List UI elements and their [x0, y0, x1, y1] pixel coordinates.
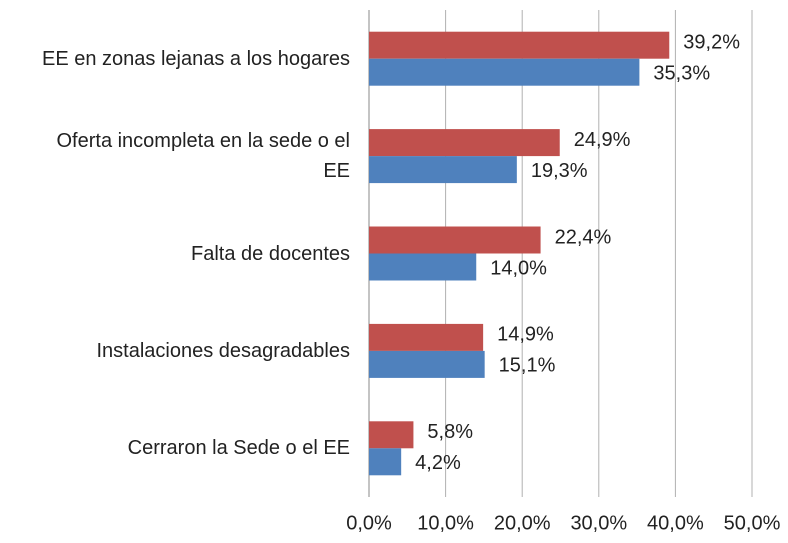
y-tick-label: Oferta incompleta en la sede o el EE	[56, 130, 350, 183]
y-tick-label: Cerraron la Sede o el EE	[127, 437, 350, 460]
x-tick-label: 40,0%	[647, 512, 704, 534]
data-label: 4,2%	[415, 452, 461, 474]
bar	[369, 448, 402, 476]
x-tick-label: 20,0%	[494, 512, 551, 534]
data-label: 35,3%	[653, 62, 710, 84]
bar	[369, 31, 670, 59]
y-tick-label: Instalaciones desagradables	[96, 339, 350, 362]
data-label: 15,1%	[499, 355, 556, 377]
x-tick-label: 30,0%	[570, 512, 627, 534]
bar	[369, 253, 477, 281]
data-label: 14,0%	[490, 257, 547, 279]
x-tick-label: 0,0%	[346, 512, 392, 534]
data-label: 5,8%	[427, 421, 473, 443]
data-label: 19,3%	[531, 160, 588, 182]
bar	[369, 129, 560, 157]
bar	[369, 156, 517, 184]
data-label: 22,4%	[555, 226, 612, 248]
data-label: 39,2%	[683, 31, 740, 53]
x-tick-label: 10,0%	[417, 512, 474, 534]
y-tick-label: EE en zonas lejanas a los hogares	[42, 47, 350, 70]
bar	[369, 58, 640, 86]
bar	[369, 350, 485, 378]
data-label: 24,9%	[574, 129, 631, 151]
bar	[369, 421, 414, 449]
x-tick-label: 50,0%	[724, 512, 781, 534]
data-label: 14,9%	[497, 324, 554, 346]
bar	[369, 323, 484, 351]
y-tick-label: Falta de docentes	[191, 242, 350, 265]
bar	[369, 226, 541, 254]
